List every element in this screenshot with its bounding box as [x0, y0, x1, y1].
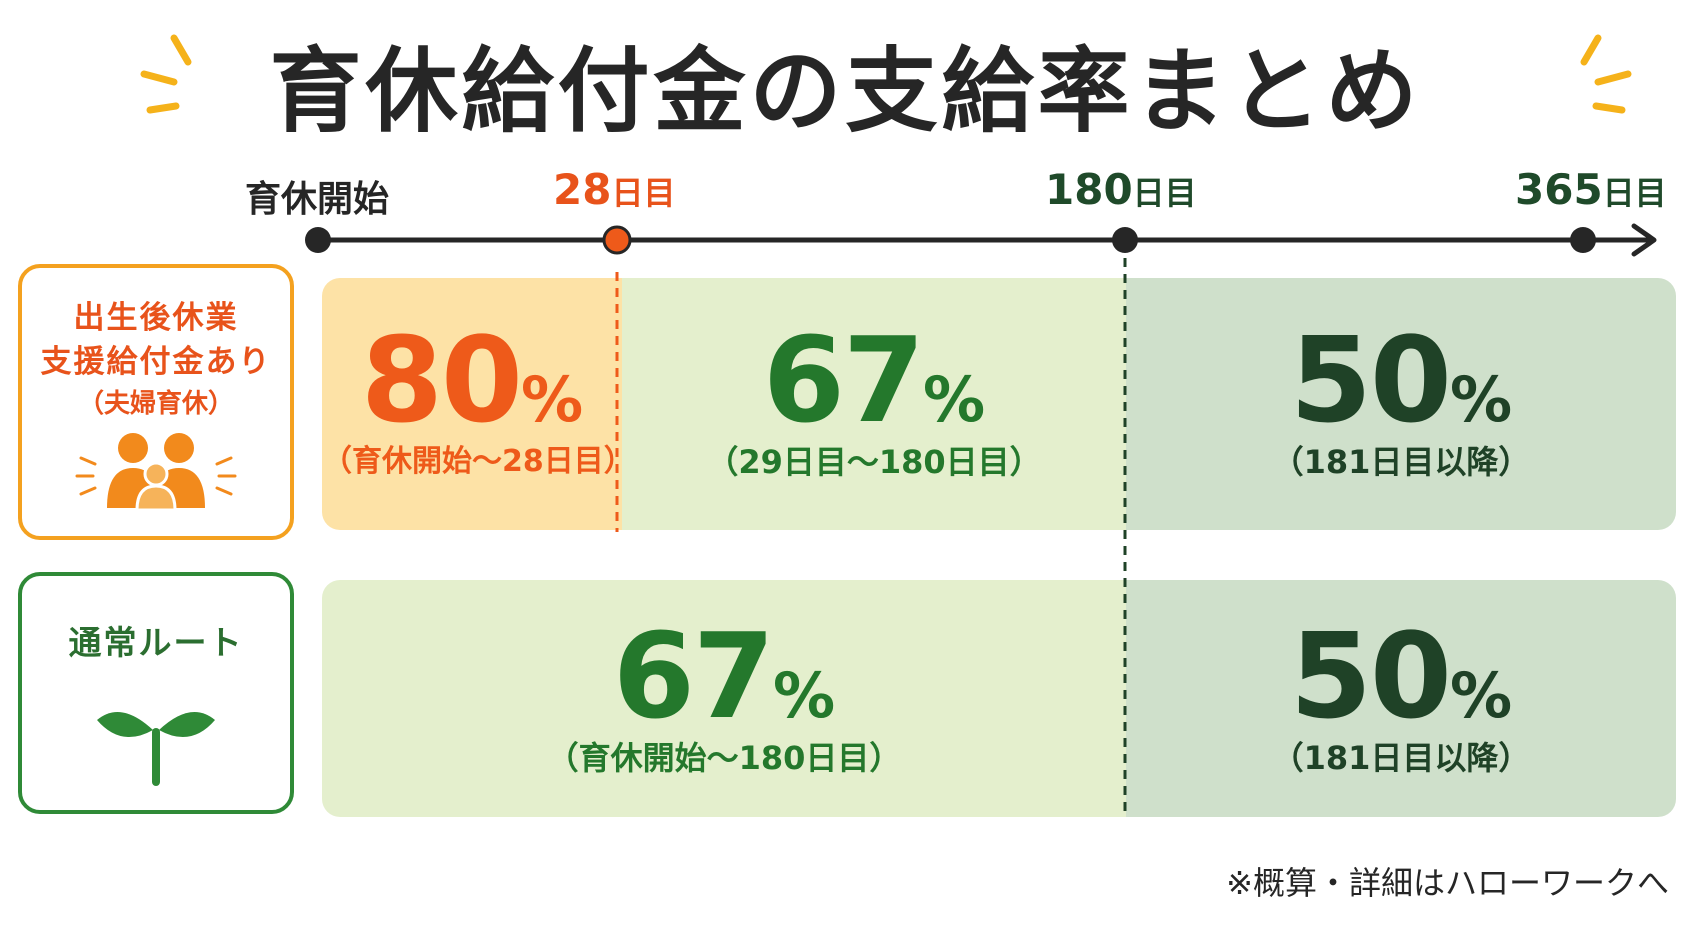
rate-couple-80: 80% （育休開始〜28日目） — [322, 320, 634, 482]
rate-value: 50 — [1289, 311, 1452, 449]
family-icon — [75, 433, 237, 510]
timeline-dot-28 — [602, 225, 632, 255]
panel-couple-50 — [1126, 278, 1676, 530]
rate-unit: % — [1450, 363, 1513, 436]
timeline-start-label: 育休開始 — [245, 179, 390, 220]
sparkle-right-icon — [1580, 34, 1632, 114]
timeline-dot-180 — [1112, 227, 1138, 253]
timeline-marker-180-label: 180日目 — [1045, 165, 1197, 214]
timeline-dot-start — [305, 227, 331, 253]
timeline-marker-365-label: 365日目 — [1515, 165, 1667, 214]
rate-value: 80 — [360, 311, 523, 449]
rate-unit: % — [1450, 659, 1513, 732]
category-normal: 通常ルート — [18, 572, 294, 814]
rate-normal-50: 50% （181日目以降） — [1126, 616, 1676, 778]
rate-value: 67 — [762, 311, 925, 449]
rate-couple-50: 50% （181日目以降） — [1126, 320, 1676, 482]
category-couple-line2: 支援給付金あり — [40, 344, 272, 380]
timeline-arrow-icon — [1631, 223, 1657, 257]
panel-couple-80 — [322, 278, 622, 530]
rate-period: （181日目以降） — [1271, 443, 1531, 481]
page-title: 育休給付金の支給率まとめ — [269, 37, 1422, 145]
rate-normal-67: 67% （育休開始〜180日目） — [322, 616, 1126, 778]
rate-value: 50 — [1289, 607, 1452, 745]
sprout-icon — [97, 712, 215, 786]
category-couple-line3: （夫婦育休） — [77, 389, 234, 419]
rate-unit: % — [923, 363, 986, 436]
timeline-dot-365 — [1570, 227, 1596, 253]
rate-couple-67: 67% （29日目〜180日目） — [622, 320, 1126, 482]
timeline-marker-28-label: 28日目 — [553, 165, 676, 214]
rate-period: （育休開始〜180日目） — [546, 739, 902, 777]
category-couple: 出生後休業 支援給付金あり （夫婦育休） — [18, 264, 294, 540]
category-normal-line1: 通常ルート — [68, 623, 244, 662]
rate-unit: % — [773, 659, 836, 732]
panel-couple-67 — [622, 278, 1126, 530]
rate-value: 67 — [612, 607, 775, 745]
panel-normal-67 — [322, 580, 1126, 817]
rate-period: （181日目以降） — [1271, 739, 1531, 777]
rate-period: （育休開始〜28日目） — [322, 444, 634, 479]
footnote: ※概算・詳細はハローワークへ — [1226, 864, 1669, 902]
panel-normal-50 — [1126, 580, 1676, 817]
category-couple-line1: 出生後休業 — [73, 300, 239, 336]
rate-period: （29日目〜180日目） — [706, 443, 1042, 481]
sparkle-left-icon — [140, 34, 192, 114]
rate-unit: % — [521, 363, 584, 436]
